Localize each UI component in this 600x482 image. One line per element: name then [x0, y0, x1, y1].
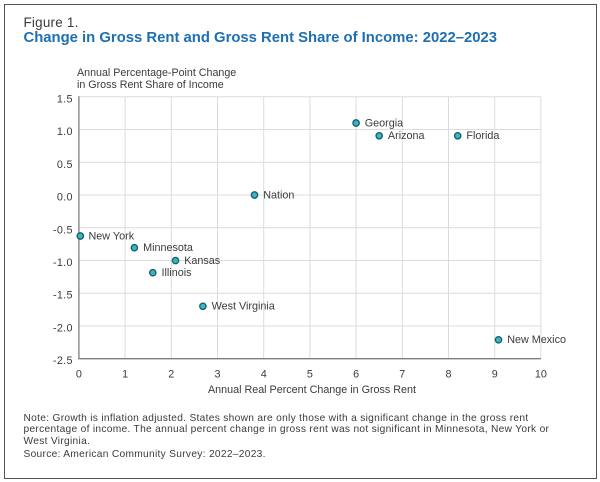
svg-text:West Virginia: West Virginia	[212, 301, 275, 313]
svg-text:1.0: 1.0	[57, 126, 73, 138]
svg-text:Florida: Florida	[466, 130, 499, 142]
svg-text:New Mexico: New Mexico	[507, 334, 566, 346]
svg-text:0: 0	[76, 369, 82, 381]
svg-text:2: 2	[168, 369, 174, 381]
svg-text:0.0: 0.0	[57, 192, 73, 204]
svg-text:5: 5	[307, 369, 313, 381]
svg-text:6: 6	[353, 369, 359, 381]
svg-text:10: 10	[535, 369, 547, 381]
svg-text:Illinois: Illinois	[162, 267, 193, 279]
svg-text:-1.5: -1.5	[53, 290, 73, 302]
svg-text:8: 8	[445, 369, 451, 381]
svg-text:0.5: 0.5	[57, 159, 73, 171]
svg-text:Kansas: Kansas	[184, 255, 221, 267]
svg-text:New York: New York	[89, 230, 135, 242]
svg-text:1.5: 1.5	[57, 93, 73, 105]
svg-text:Georgia: Georgia	[365, 117, 403, 129]
svg-text:1: 1	[122, 369, 128, 381]
svg-text:7: 7	[399, 369, 405, 381]
svg-text:Minnesota: Minnesota	[143, 242, 193, 254]
svg-text:3: 3	[214, 369, 220, 381]
svg-text:Arizona: Arizona	[388, 130, 425, 142]
svg-text:9: 9	[492, 369, 498, 381]
svg-text:-2.5: -2.5	[53, 355, 73, 367]
svg-text:-0.5: -0.5	[53, 224, 73, 236]
svg-text:-1.0: -1.0	[53, 257, 73, 269]
svg-text:Nation: Nation	[263, 189, 294, 201]
svg-text:4: 4	[261, 369, 267, 381]
svg-text:-2.0: -2.0	[53, 323, 73, 335]
